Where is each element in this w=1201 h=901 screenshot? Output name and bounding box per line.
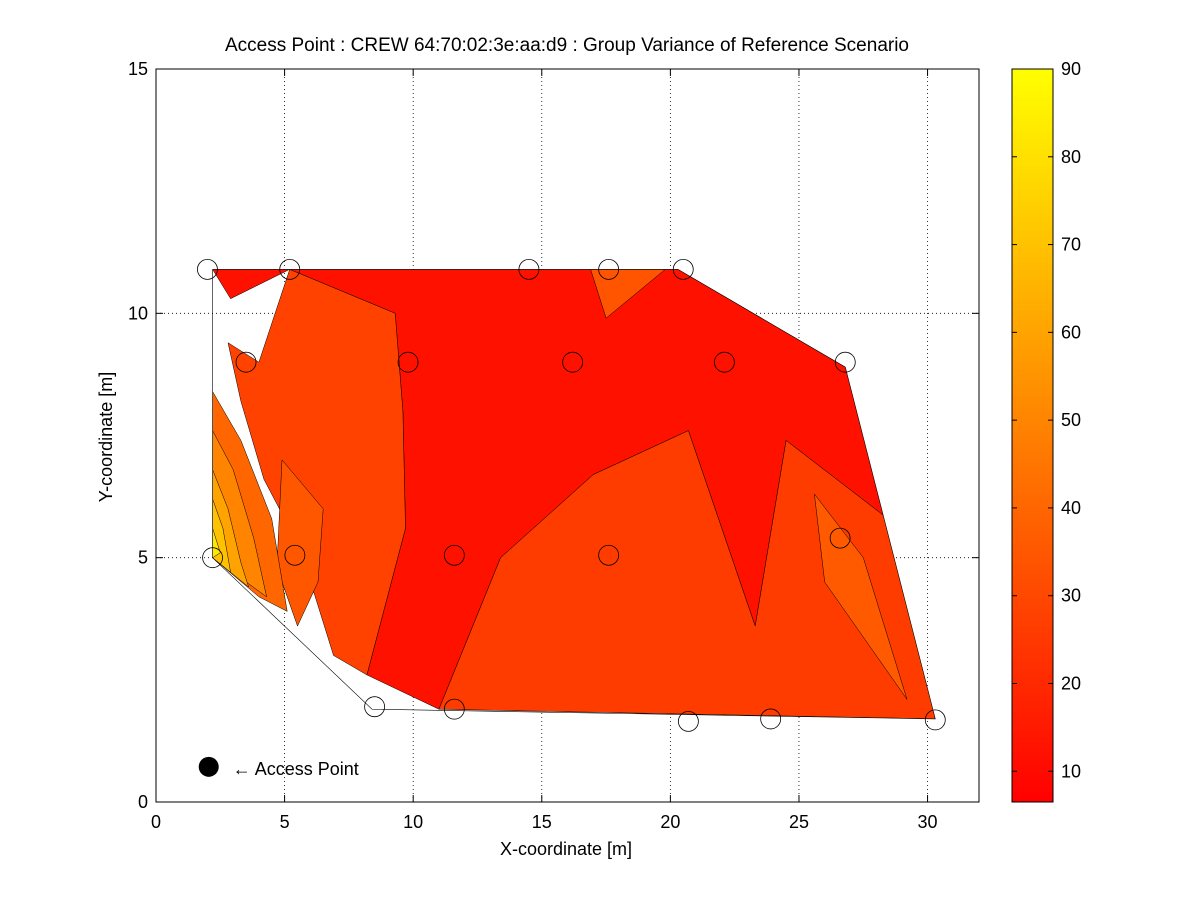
colorbar-tick-label: 80 [1061,147,1081,167]
contour-band [212,528,221,558]
colorbar-tick-label: 20 [1061,673,1081,693]
y-tick-label: 10 [128,303,148,323]
y-tick-label: 5 [138,548,148,568]
contour-fills [212,269,936,719]
x-tick-label: 10 [403,812,423,832]
colorbar: 10 20 30 40 50 60 70 80 90 [1011,59,1081,803]
colorbar-tick-label: 70 [1061,235,1081,255]
colorbar-tick-label: 10 [1061,761,1081,781]
colorbar-tick-label: 30 [1061,586,1081,606]
measurement-point [235,351,257,373]
measurement-point [397,351,419,373]
measurement-point [202,547,223,569]
contour-band [590,269,666,319]
x-tick-label: 5 [280,812,290,832]
measurement-point [834,351,856,373]
y-tick-label: 15 [128,59,148,79]
measurement-point [760,708,782,730]
measurement-point [518,258,540,280]
colorbar-tick-label: 60 [1061,322,1081,342]
measurement-point [677,710,699,732]
contour-band [227,269,406,676]
measurement-point [924,709,946,731]
x-tick-label: 15 [532,812,552,832]
region-outline [212,269,936,720]
measurement-point [197,258,218,280]
measurement-point [562,351,584,373]
measurement-point [672,258,694,280]
measurement-point [279,258,301,280]
measurement-point [284,544,306,566]
x-tick-label: 0 [151,812,161,832]
measurement-point [443,698,465,720]
measurement-point [829,527,851,549]
colorbar-ticks: 10 20 30 40 50 60 70 80 90 [1012,59,1081,781]
chart-title: Access Point : CREW 64:70:02:3e:aa:d9 : … [225,35,909,56]
x-axis-label: X-coordinate [m] [500,839,632,859]
measurement-point [598,258,620,280]
plot-frame [155,68,980,803]
plot-area: ← Access Point [155,68,980,803]
colorbar-tick-label: 90 [1061,59,1081,79]
x-tick-label: 20 [660,812,680,832]
contour-band [814,493,908,700]
contour-band [438,430,936,719]
colorbar-gradient [1011,68,1054,803]
measurement-point [713,351,735,373]
access-point-label: ← Access Point [233,759,359,779]
measurement-point [364,696,386,718]
measurement-points [197,258,946,732]
x-axis-ticks: 0 5 10 15 20 25 30 [151,69,938,832]
access-point-dot [198,756,219,777]
measurement-point [443,544,465,566]
access-point-marker: ← Access Point [198,756,359,779]
y-tick-label: 0 [138,792,148,812]
contour-band [276,459,324,627]
y-axis-ticks: 0 5 10 15 [128,59,979,812]
y-axis-label: Y-coordinate [m] [96,372,116,502]
colorbar-tick-label: 50 [1061,410,1081,430]
colorbar-tick-label: 40 [1061,498,1081,518]
x-tick-label: 30 [918,812,938,832]
x-tick-label: 25 [789,812,809,832]
measurement-point [598,544,620,566]
